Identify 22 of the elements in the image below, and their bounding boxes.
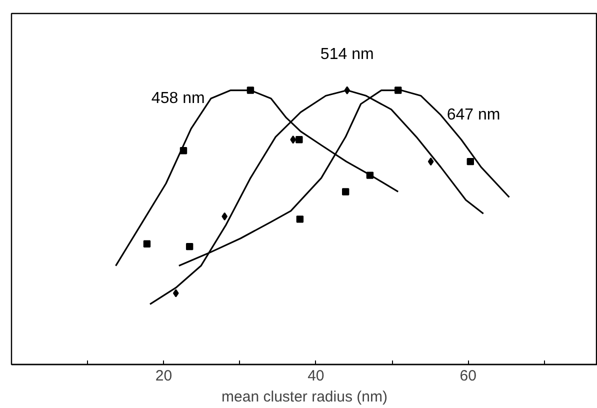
point [222,212,228,221]
series-label: 647 nm [446,106,500,124]
point [172,289,179,298]
x-tick-label: 20 [155,368,172,384]
point [290,136,296,144]
x-axis-title: mean cluster radius (nm) [222,388,388,406]
x-tick-label: 60 [460,368,476,384]
point [143,240,151,248]
point [366,172,374,179]
point [428,157,434,166]
x-tick-label: 40 [308,368,324,384]
point [186,242,194,250]
point [296,216,304,223]
point [246,86,254,94]
point [296,136,303,144]
point [344,86,350,94]
series-label: 458 nm [151,90,205,108]
point [342,188,350,196]
point [466,158,474,166]
point [394,86,402,94]
text: 514 nm [320,46,374,64]
point [180,147,188,154]
